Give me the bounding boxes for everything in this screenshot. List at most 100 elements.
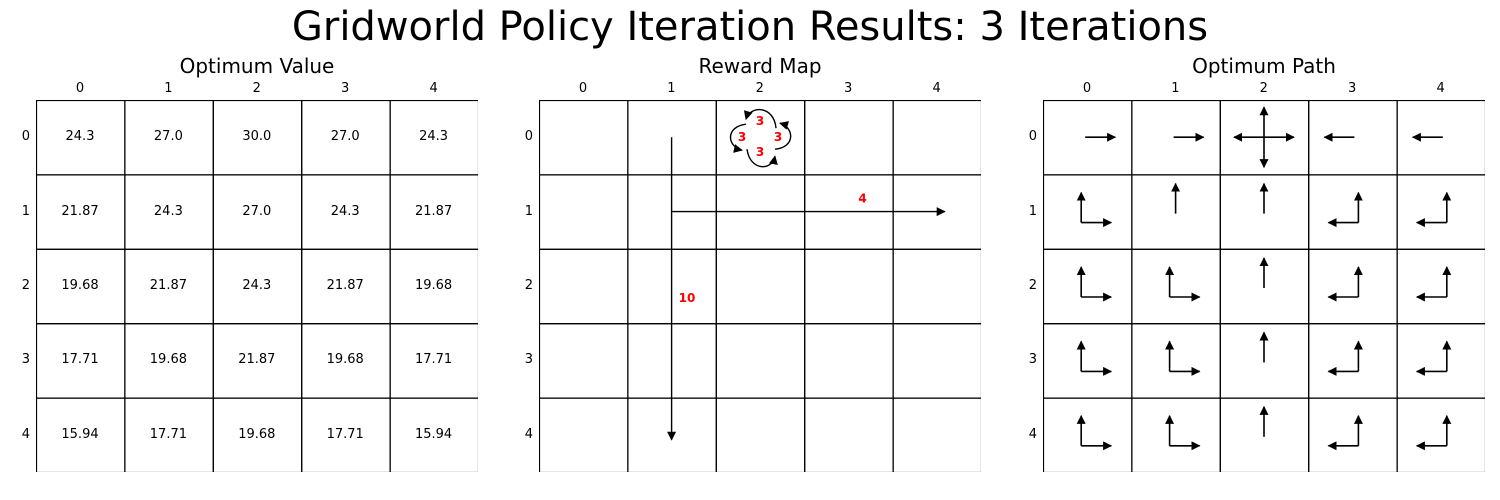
value-cell-text: 21.87 bbox=[149, 278, 187, 293]
reward-self-loop-label: 3 bbox=[756, 114, 764, 128]
value-cell-text: 15.94 bbox=[414, 426, 453, 442]
value-cell-text: 17.71 bbox=[414, 352, 453, 368]
grid-cell bbox=[1043, 174, 1133, 250]
grid-cell bbox=[892, 100, 981, 176]
grid-cell bbox=[1131, 248, 1221, 325]
grid-cell bbox=[539, 323, 629, 399]
reward-panel-title: Reward Map bbox=[698, 54, 822, 78]
reward-self-loop-arrow bbox=[729, 123, 747, 153]
column-tick-label: 1 bbox=[1171, 81, 1180, 96]
value-cell-text: 21.87 bbox=[326, 278, 364, 293]
reward-label-vertical: 10 bbox=[679, 291, 696, 305]
reward-self-loop-label: 3 bbox=[756, 145, 764, 159]
value-cell-text: 17.71 bbox=[326, 426, 364, 442]
value-cell-text: 19.68 bbox=[238, 426, 276, 442]
grid-cell bbox=[715, 248, 806, 325]
grid-cell bbox=[804, 323, 894, 399]
column-tick-label: 4 bbox=[429, 81, 438, 96]
column-tick-label: 1 bbox=[667, 81, 676, 96]
grid-cell bbox=[1396, 323, 1485, 399]
row-tick-label: 0 bbox=[524, 129, 533, 145]
reward-self-loop-label: 3 bbox=[774, 130, 782, 144]
value-cell-text: 24.3 bbox=[242, 278, 272, 293]
value-cell-text: 17.71 bbox=[149, 426, 187, 442]
value-cell-text: 24.3 bbox=[153, 203, 183, 219]
grid-cell bbox=[1043, 323, 1133, 399]
value-cell-text: 19.68 bbox=[61, 278, 99, 293]
value-cell-text: 24.3 bbox=[330, 203, 360, 219]
grid-cell bbox=[804, 397, 894, 472]
column-tick-label: 2 bbox=[1259, 81, 1268, 96]
column-tick-label: 3 bbox=[341, 81, 350, 96]
grid-cell bbox=[1308, 248, 1398, 325]
path-panel-title: Optimum Path bbox=[1192, 54, 1336, 78]
column-tick-label: 2 bbox=[755, 81, 764, 96]
grid-cell bbox=[804, 100, 894, 176]
grid-cell bbox=[1131, 397, 1221, 472]
grid-cell bbox=[1131, 323, 1221, 399]
row-tick-label: 4 bbox=[524, 426, 533, 442]
grid-cell bbox=[892, 323, 981, 399]
reward-self-loop-arrow bbox=[746, 149, 778, 168]
value-panel-title: Optimum Value bbox=[179, 54, 335, 78]
value-grid: 24.3 27.0 30.0 27.0 24.3 21.87 24.3 27.0 24.3 21.… bbox=[36, 100, 478, 472]
reward-self-loop-arrow bbox=[774, 121, 792, 150]
grid-cell bbox=[539, 100, 629, 176]
column-tick-label: 0 bbox=[578, 81, 588, 96]
value-cell-text: 21.87 bbox=[61, 203, 99, 219]
row-tick-label: 3 bbox=[1028, 352, 1037, 368]
row-tick-label: 2 bbox=[1028, 278, 1037, 293]
grid-cell bbox=[1043, 397, 1133, 472]
path-grid-lines bbox=[1043, 100, 1485, 472]
figure-title: Gridworld Policy Iteration Results: 3 It… bbox=[291, 4, 1209, 50]
value-cell-text: 27.0 bbox=[330, 129, 360, 145]
grid-cell bbox=[539, 248, 629, 325]
reward-self-loop-label: 3 bbox=[738, 130, 746, 144]
value-cell-text: 19.68 bbox=[326, 352, 364, 368]
value-cell-text: 15.94 bbox=[61, 426, 99, 442]
value-cell-text: 24.3 bbox=[419, 129, 449, 145]
column-tick-label: 3 bbox=[1348, 81, 1357, 96]
column-tick-label: 4 bbox=[1436, 81, 1445, 96]
row-tick-label: 1 bbox=[524, 203, 533, 219]
row-tick-label: 1 bbox=[21, 203, 30, 219]
column-tick-label: 2 bbox=[252, 81, 261, 96]
row-tick-label: 0 bbox=[1028, 129, 1037, 145]
grid-cell bbox=[1043, 248, 1133, 325]
column-tick-label: 3 bbox=[844, 81, 853, 96]
value-cell-text: 19.68 bbox=[414, 278, 453, 293]
grid-cell bbox=[715, 100, 806, 176]
grid-cell bbox=[892, 397, 981, 472]
column-tick-label: 0 bbox=[1082, 81, 1092, 96]
reward-label-horizontal: 4 bbox=[858, 192, 866, 206]
value-cell-text: 21.87 bbox=[414, 203, 453, 219]
row-tick-label: 2 bbox=[21, 278, 30, 293]
grid-cell bbox=[715, 397, 806, 472]
grid-cell bbox=[539, 174, 629, 250]
grid-cell bbox=[1396, 397, 1485, 472]
value-cell-text: 30.0 bbox=[242, 129, 272, 145]
value-cell-text: 24.3 bbox=[65, 129, 95, 145]
value-cell-text: 21.87 bbox=[238, 352, 276, 368]
row-tick-label: 1 bbox=[1028, 203, 1037, 219]
row-tick-label: 3 bbox=[524, 352, 533, 368]
value-cell-text: 27.0 bbox=[153, 129, 183, 145]
grid-cell bbox=[715, 323, 806, 399]
row-tick-label: 3 bbox=[21, 352, 30, 368]
grid-cell bbox=[1396, 248, 1485, 325]
grid-cell bbox=[1396, 174, 1485, 250]
path-grid bbox=[1043, 100, 1485, 472]
grid-cell bbox=[804, 248, 894, 325]
grid-cell bbox=[892, 248, 981, 325]
grid-cell bbox=[389, 397, 478, 472]
value-cell-text: 17.71 bbox=[61, 352, 99, 368]
grid-cell bbox=[1308, 397, 1398, 472]
row-tick-label: 4 bbox=[1028, 426, 1037, 442]
reward-self-loop-arrow bbox=[743, 109, 777, 129]
column-tick-label: 4 bbox=[932, 81, 941, 96]
row-tick-label: 2 bbox=[524, 278, 533, 293]
grid-cell bbox=[1308, 323, 1398, 399]
row-tick-label: 4 bbox=[21, 426, 30, 442]
grid-cell bbox=[539, 397, 629, 472]
